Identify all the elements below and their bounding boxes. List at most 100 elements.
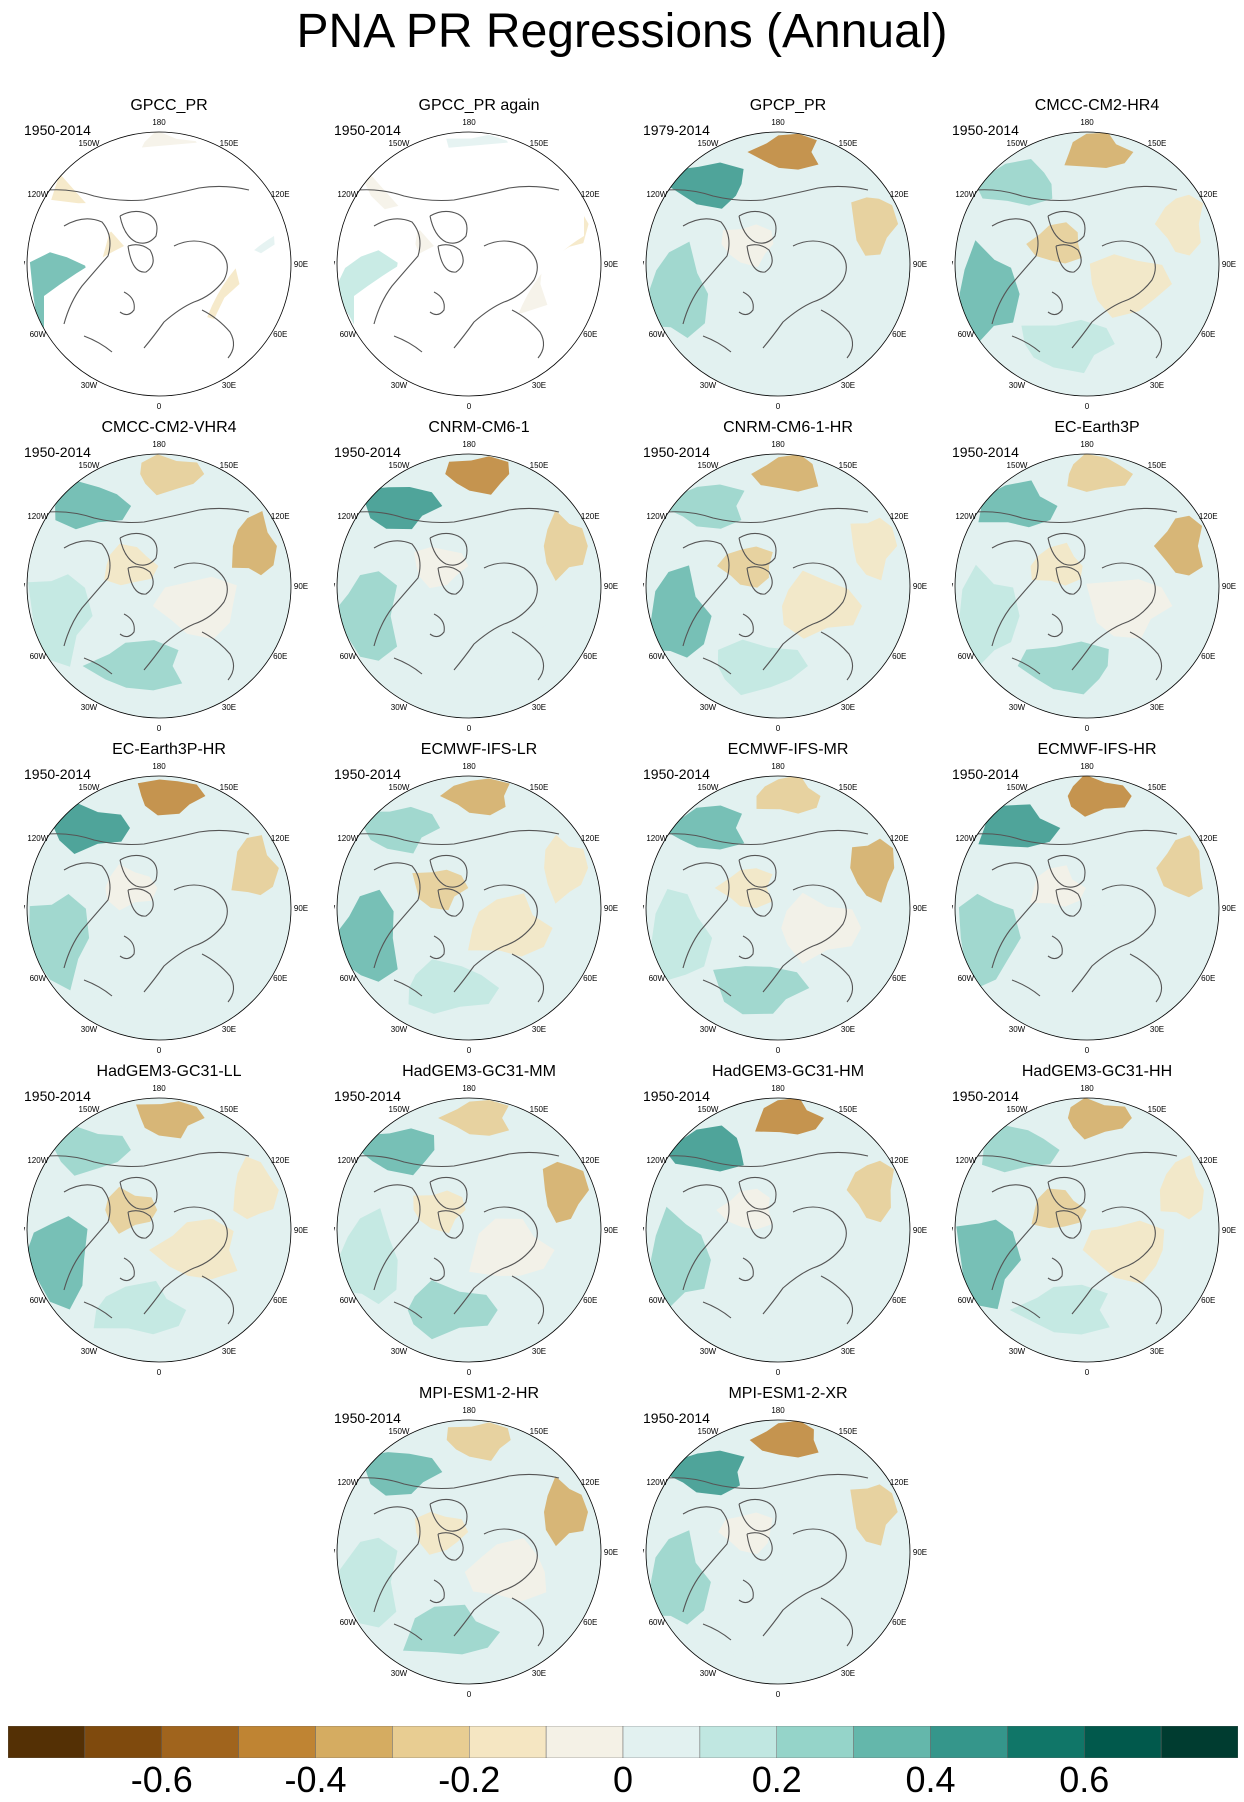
map-panel: 180 150E 120E 90E 60E 30E 0 30W 60W 90W 120W 150W EC… [952,418,1242,738]
anomaly-patch [958,893,1021,989]
coastline [33,829,250,846]
longitude-label: 60E [583,652,597,661]
longitude-label: 30E [1150,381,1164,390]
anomaly-patch [975,159,1053,206]
coastline [702,335,732,353]
anomaly-patch [544,1476,588,1547]
coastline [429,1579,445,1604]
longitude-label: 150W [1007,139,1028,148]
longitude-label: 60E [1201,652,1215,661]
anomaly-patch [466,571,547,636]
map-panel: 180 150E 120E 90E 60E 30E 0 30W 60W 90W 120W 150W CN… [334,418,624,738]
longitude-label: 180 [152,1084,166,1093]
longitude-label: 90W [952,582,954,591]
coastline [201,631,235,681]
coastline [1047,613,1063,638]
longitude-label: 90E [294,904,308,913]
longitude-label: 90E [913,260,927,269]
missing-data-region [44,136,274,396]
map-panel: 180 150E 120E 90E 60E 30E 0 30W 60W 90W 120W 150W EC… [24,740,314,1060]
polar-map: 180 150E 120E 90E 60E 30E 0 30W 60W 90W 120W 150W [643,762,927,1055]
longitude-label: 60W [340,652,357,661]
coastline [702,979,732,997]
anomaly-patch [747,133,819,170]
anomaly-patch [649,889,713,980]
coastline [437,566,464,595]
longitude-label: 180 [1080,440,1094,449]
coastline [820,1275,854,1325]
coastline [738,1176,777,1210]
anomaly-patch [716,1188,773,1230]
anomaly-patch [29,894,90,991]
anomaly-patch [1026,222,1082,264]
anomaly-patch [105,1186,158,1234]
coastline [1047,854,1086,888]
anomaly-patch [850,838,895,903]
colorbar-tick-label: -0.6 [130,1759,193,1800]
longitude-label: 90W [643,582,645,591]
longitude-label: 0 [467,1368,472,1377]
coastline [393,1301,423,1319]
longitude-label: 90E [294,582,308,591]
longitude-label: 30E [841,381,855,390]
anomaly-patch [782,570,862,639]
longitude-label: 30E [1150,703,1164,712]
anomaly-patch [1030,542,1083,586]
map-boundary [954,131,1220,397]
coastline [429,291,445,316]
anomaly-patch [412,869,469,911]
longitude-label: 60W [958,330,975,339]
anomaly-patch [1067,776,1132,817]
map-panel: 180 150E 120E 90E 60E 30E 0 30W 60W 90W 120W 150W MP… [643,1384,933,1704]
longitude-label: 30E [222,703,236,712]
anomaly-patch [714,868,773,908]
longitude-label: 30E [222,381,236,390]
coastline [738,532,777,566]
longitude-label: 150E [1148,139,1167,148]
longitude-label: 180 [462,1084,476,1093]
map-boundary [954,1097,1220,1363]
longitude-label: 0 [1085,402,1090,411]
coastline [738,935,754,960]
longitude-label: 60E [1201,1296,1215,1305]
coastline [1047,532,1086,566]
anomaly-patch [982,1125,1060,1173]
panel-period: 1950-2014 [643,1088,710,1104]
panel-period: 1950-2014 [24,1088,91,1104]
anomaly-patch [149,1218,238,1280]
longitude-label: 60W [340,974,357,983]
longitude-label: 180 [771,440,785,449]
panel-period: 1950-2014 [334,444,401,460]
polar-map: 180 150E 120E 90E 60E 30E 0 30W 60W 90W 120W 150W [24,762,308,1055]
longitude-label: 180 [462,118,476,127]
panel-period: 1950-2014 [952,444,1019,460]
longitude-label: 120E [581,190,600,199]
coastline [652,1151,869,1168]
panel-period: 1979-2014 [643,122,710,138]
anomaly-patch [978,480,1058,528]
longitude-label: 0 [1085,1046,1090,1055]
longitude-label: 150E [220,139,239,148]
map-boundary [645,131,911,397]
colorbar-swatch [930,1725,1008,1759]
coastline [1047,291,1063,316]
coastline [961,507,1178,524]
longitude-label: 120W [27,512,48,521]
coastline [738,854,777,888]
anomaly-patch [1159,1155,1204,1220]
longitude-label: 60E [892,974,906,983]
colorbar-swatch [622,1725,701,1759]
panel-period: 1950-2014 [24,444,91,460]
coastline [738,1498,777,1532]
longitude-label: 150E [220,461,239,470]
longitude-label: 30E [841,1025,855,1034]
coastline [746,1210,773,1239]
anomaly-patch [140,454,205,496]
longitude-label: 0 [776,1690,781,1699]
longitude-label: 120W [337,190,358,199]
longitude-label: 150W [79,783,100,792]
longitude-label: 90E [604,582,618,591]
longitude-label: 0 [1085,724,1090,733]
anomaly-patch [358,1128,435,1176]
coastline [373,1184,421,1291]
